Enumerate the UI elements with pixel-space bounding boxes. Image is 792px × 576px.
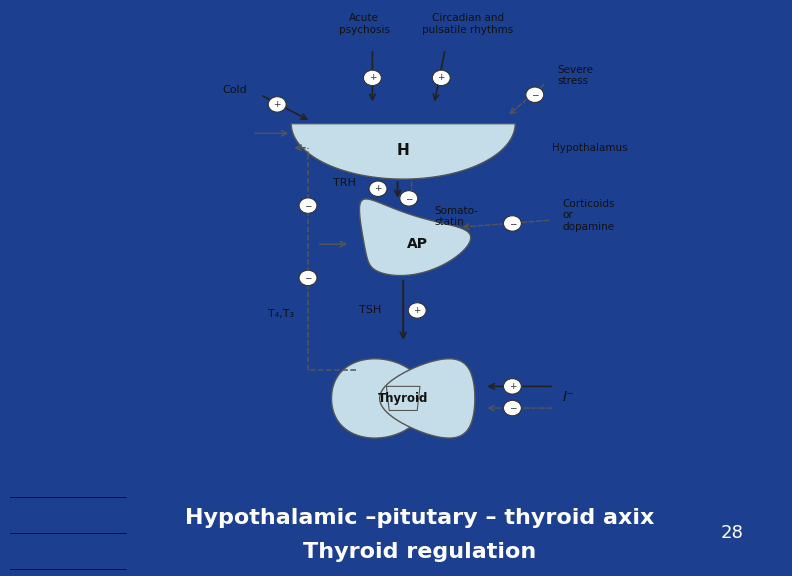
Circle shape (299, 198, 317, 213)
Text: +: + (273, 100, 281, 109)
Text: Circadian and
pulsatile rhythms: Circadian and pulsatile rhythms (422, 13, 513, 35)
Text: +: + (508, 382, 516, 391)
Circle shape (432, 70, 450, 86)
Text: +: + (413, 306, 421, 315)
Text: −: − (304, 201, 312, 210)
Circle shape (268, 97, 286, 112)
Text: −: − (531, 90, 539, 99)
Text: I⁻: I⁻ (563, 390, 574, 404)
Text: −: − (508, 219, 516, 228)
Text: Corticoids
or
dopamine: Corticoids or dopamine (563, 199, 615, 232)
Text: Hypothalamus: Hypothalamus (551, 143, 627, 153)
Circle shape (364, 70, 382, 86)
Text: +: + (375, 184, 382, 194)
Circle shape (299, 270, 317, 286)
Circle shape (526, 87, 544, 103)
Polygon shape (386, 386, 420, 411)
Text: −: − (405, 194, 413, 203)
Polygon shape (291, 124, 516, 179)
Circle shape (504, 216, 521, 231)
Circle shape (369, 181, 387, 196)
Text: T₄,T₃: T₄,T₃ (268, 309, 294, 319)
Circle shape (504, 400, 521, 416)
Text: AP: AP (407, 237, 428, 251)
Text: Acute
psychosis: Acute psychosis (338, 13, 390, 35)
Text: 28: 28 (721, 524, 744, 542)
Text: TSH: TSH (359, 305, 381, 316)
Text: −: − (304, 274, 312, 282)
Text: Thyroid: Thyroid (378, 392, 428, 405)
Text: Somato-
statin: Somato- statin (434, 206, 478, 227)
Circle shape (400, 191, 417, 206)
Polygon shape (332, 359, 427, 438)
Text: Thyroid regulation: Thyroid regulation (303, 542, 537, 562)
Text: Severe
stress: Severe stress (558, 65, 593, 86)
Polygon shape (360, 199, 470, 275)
Text: +: + (368, 73, 376, 82)
Polygon shape (379, 359, 475, 438)
Text: +: + (437, 73, 445, 82)
Text: Hypothalamic –pitutary – thyroid axix: Hypothalamic –pitutary – thyroid axix (185, 507, 655, 528)
Circle shape (504, 378, 521, 394)
Text: Cold: Cold (223, 85, 248, 95)
Circle shape (408, 303, 426, 318)
Text: H: H (397, 143, 409, 158)
Text: TRH: TRH (333, 178, 356, 188)
Text: −: − (508, 404, 516, 412)
